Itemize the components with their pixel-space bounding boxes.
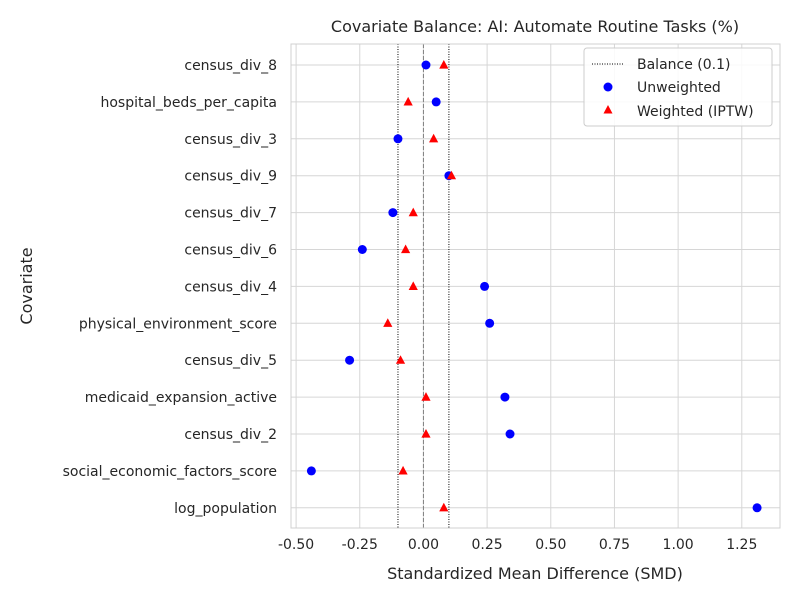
weighted-point — [429, 133, 439, 143]
data-points — [306, 60, 762, 513]
x-tick-label: 0.25 — [472, 537, 503, 553]
y-tick-label: census_div_3 — [184, 132, 277, 148]
y-tick-label: log_population — [174, 501, 277, 517]
unweighted-point — [505, 429, 515, 439]
weighted-point — [401, 244, 411, 254]
y-tick-label: medicaid_expansion_active — [85, 390, 277, 406]
x-tick-labels: -0.50 -0.25 0.00 0.25 0.50 0.75 1.00 1.25 — [278, 537, 757, 553]
plot-frame — [290, 43, 781, 529]
x-tick-label: 1.25 — [726, 537, 757, 553]
chart-title: Covariate Balance: AI: Automate Routine … — [331, 17, 739, 36]
y-axis-title: Covariate — [17, 247, 36, 324]
unweighted-point — [345, 355, 355, 365]
weighted-point — [395, 355, 406, 364]
y-tick-label: physical_environment_score — [79, 316, 277, 332]
legend-entry-weighted: Weighted (IPTW) — [637, 104, 754, 120]
weighted-point — [398, 465, 408, 475]
y-tick-labels: census_div_8 hospital_beds_per_capitacens… — [63, 58, 277, 517]
x-tick-label: 1.00 — [663, 537, 694, 553]
weighted-point — [421, 429, 431, 438]
unweighted-point — [357, 245, 367, 254]
weighted-point — [446, 170, 457, 180]
reference-lines — [397, 44, 450, 528]
y-tick-label: social_economic_factors_score — [63, 464, 277, 480]
unweighted-point — [388, 208, 398, 218]
unweighted-point — [306, 466, 316, 476]
weighted-point — [408, 281, 418, 290]
unweighted-point — [485, 318, 495, 328]
legend-weighted-triangle-icon — [603, 105, 613, 114]
y-tick-label: census_div_9 — [184, 169, 277, 185]
legend-entry-balance: Balance (0.1) — [637, 57, 730, 73]
legend-box — [583, 47, 773, 127]
y-tick-label: census_div_2 — [184, 427, 277, 443]
x-tick-label: 0.50 — [535, 537, 566, 553]
unweighted-point — [431, 97, 441, 107]
weighted-point — [439, 502, 449, 512]
y-tick-label: census_div_7 — [184, 206, 277, 222]
weighted-point — [408, 207, 418, 217]
weighted-point — [439, 60, 449, 69]
unweighted-point — [480, 281, 490, 291]
y-tick-label: census_div_4 — [184, 279, 277, 295]
y-tick-label: hospital_beds_per_capita — [100, 95, 277, 111]
y-tick-label: census_div_6 — [184, 243, 277, 259]
x-tick-label: -0.50 — [278, 537, 314, 553]
y-tick-label: census_div_5 — [184, 353, 277, 369]
unweighted-point — [393, 134, 403, 144]
weighted-point — [421, 392, 431, 401]
unweighted-point — [421, 60, 431, 70]
x-tick-label: -0.25 — [342, 537, 378, 553]
unweighted-point — [500, 392, 510, 402]
weighted-point — [403, 96, 413, 106]
unweighted-point — [752, 503, 762, 513]
legend-unweighted-circle-icon — [603, 82, 613, 92]
legend-entry-unweighted: Unweighted — [637, 80, 721, 96]
x-tick-label: 0.00 — [408, 537, 439, 553]
x-axis-title: Standardized Mean Difference (SMD) — [387, 564, 683, 583]
legend: Balance (0.1) Unweighted Weighted (IPTW) — [583, 47, 773, 127]
x-tick-label: 0.75 — [599, 537, 630, 553]
y-tick-label: census_div_8 — [184, 58, 277, 74]
weighted-point — [383, 318, 393, 327]
